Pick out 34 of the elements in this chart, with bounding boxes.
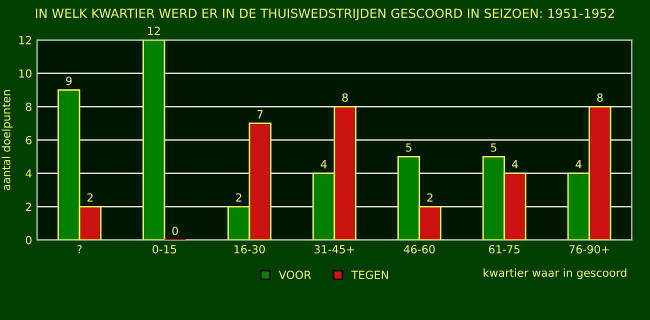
bar (142, 40, 166, 240)
x-tick-label: 76-90+ (569, 245, 609, 254)
data-label: 8 (342, 93, 348, 102)
y-tick-label: 2 (26, 202, 32, 211)
data-label: 5 (491, 143, 496, 152)
y-tick-label: 8 (26, 102, 32, 112)
x-axis-title: kwartier waar in gescoord (484, 268, 626, 280)
data-label: 0 (172, 226, 178, 236)
data-label: 4 (320, 160, 327, 168)
data-label: 9 (66, 76, 72, 86)
y-axis-title: aantal doelpunten (2, 90, 12, 190)
data-label: 2 (87, 193, 93, 202)
x-tick-label: 0-15 (152, 245, 176, 254)
chart-title: IN WELK KWARTIER WERD ER IN DE THUISWEDSTRIJDEN GESCOORD IN SEIZOEN: 1951-1952 (36, 8, 614, 20)
x-tick-label: 16-30 (234, 245, 265, 254)
y-tick-label: 12 (19, 36, 32, 44)
y-tick-label: 0 (26, 236, 32, 244)
y-tick-label: 6 (26, 136, 32, 144)
data-label: 2 (427, 193, 432, 202)
x-tick-label: 31-45+ (314, 245, 354, 254)
data-label: 2 (236, 193, 242, 202)
legend-label: VOOR (278, 270, 312, 280)
data-label: 5 (406, 143, 412, 152)
x-tick-label: ? (77, 245, 82, 254)
y-tick-label: 10 (19, 69, 32, 78)
data-label: 8 (597, 93, 603, 102)
data-label: 7 (257, 110, 263, 118)
data-label: 12 (148, 26, 160, 35)
data-label: 4 (512, 160, 518, 168)
x-tick-label: 46-60 (404, 245, 435, 254)
x-tick-label: 61-75 (488, 245, 520, 254)
y-tick-label: 4 (26, 169, 32, 178)
legend-label: TEGEN (351, 270, 388, 280)
data-label: 4 (576, 160, 582, 168)
